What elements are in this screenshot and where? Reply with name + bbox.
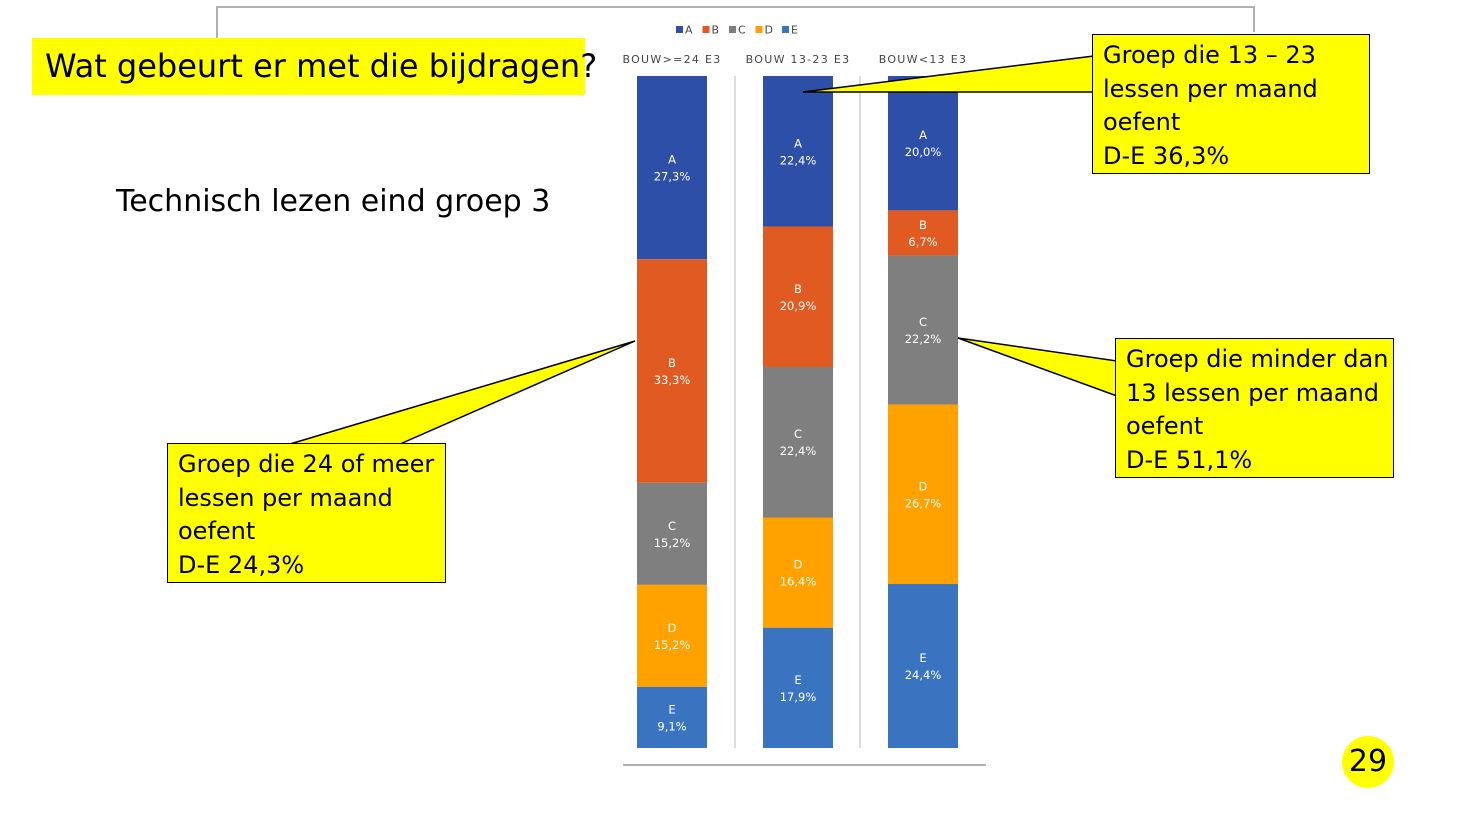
bar-segment-d	[637, 584, 707, 687]
chart-baseline	[623, 764, 986, 766]
bar-segment-b	[763, 226, 833, 367]
bar-segment-c	[888, 255, 958, 405]
data-label: 6,7%	[908, 235, 937, 249]
callout-left: Groep die 24 of meer lessen per maand oe…	[167, 443, 446, 583]
data-label: 16,4%	[780, 575, 817, 589]
bar-segment-c	[637, 482, 707, 585]
x-tick-label: BOUW 13-23 E3	[746, 53, 851, 66]
callout-left-line-1: Groep die 24 of meer	[178, 450, 435, 478]
legend-label-a: A	[685, 24, 693, 37]
slide-title: Wat gebeurt er met die bijdragen?	[32, 38, 597, 95]
callout-right-line-3: oefent	[1126, 412, 1204, 440]
bar-segment-b	[637, 259, 707, 483]
callout-top-line-3: oefent	[1103, 108, 1181, 136]
data-label: 20,0%	[905, 145, 942, 159]
bar-segment-e	[763, 627, 833, 748]
legend-label-c: C	[738, 24, 746, 37]
segment-name-label: B	[919, 218, 927, 232]
page-number-badge: 29	[1342, 736, 1394, 788]
callout-right: Groep die minder dan 13 lessen per maand…	[1115, 338, 1394, 478]
data-label: 27,3%	[654, 170, 691, 184]
segment-name-label: D	[668, 621, 677, 635]
segment-name-label: A	[919, 128, 927, 142]
bar-segment-d	[763, 517, 833, 628]
data-label: 20,9%	[780, 299, 817, 313]
legend-label-b: B	[712, 24, 720, 37]
data-label: 17,9%	[780, 690, 817, 704]
bar-segment-a	[888, 76, 958, 211]
callout-top-line-4: D-E 36,3%	[1103, 141, 1230, 170]
callout-right-line-4: D-E 51,1%	[1126, 445, 1253, 474]
data-label: 15,2%	[654, 536, 691, 550]
segment-name-label: A	[794, 136, 802, 150]
data-label: 22,2%	[905, 332, 942, 346]
data-label: 22,4%	[780, 153, 817, 167]
callout-right-line-2: 13 lessen per maand	[1126, 378, 1379, 407]
x-tick-label: BOUW<13 E3	[879, 53, 968, 66]
data-label: 26,7%	[905, 496, 942, 510]
segment-name-label: C	[919, 315, 927, 329]
data-label: 33,3%	[654, 373, 691, 387]
legend-label-d: D	[765, 24, 773, 37]
bar-segment-a	[763, 76, 833, 227]
segment-name-label: E	[794, 673, 801, 687]
bar-segment-c	[763, 366, 833, 518]
segment-name-label: D	[919, 479, 928, 493]
bar-segment-e	[637, 686, 707, 748]
data-label: 15,2%	[654, 638, 691, 652]
legend-label-e: E	[791, 24, 798, 37]
frame-left-line	[216, 6, 218, 38]
data-label: 24,4%	[905, 668, 942, 682]
segment-name-label: B	[794, 282, 802, 296]
frame-right-line	[1253, 6, 1255, 32]
data-label: 9,1%	[657, 719, 686, 733]
callout-right-line-1: Groep die minder dan	[1126, 345, 1389, 373]
segment-name-label: C	[794, 427, 802, 441]
segment-name-label: C	[668, 519, 676, 533]
slide-subtitle: Technisch lezen eind groep 3	[116, 184, 551, 219]
bar-segment-a	[637, 76, 707, 260]
legend-swatch-d	[755, 26, 763, 33]
legend-swatch-e	[782, 26, 789, 33]
callout-left-line-3: oefent	[178, 517, 256, 545]
segment-name-label: E	[668, 702, 675, 716]
callout-top: Groep die 13 – 23 lessen per maand oefen…	[1092, 34, 1370, 174]
callout-left-line-2: lessen per maand	[178, 483, 393, 512]
segment-name-label: B	[668, 356, 676, 370]
legend-swatch-c	[729, 26, 736, 33]
callout-right-pointer	[957, 337, 1118, 398]
bar-segment-b	[888, 210, 958, 256]
callout-top-line-2: lessen per maand	[1103, 74, 1318, 103]
frame-top-line	[216, 6, 1255, 8]
bar-segment-e	[888, 584, 958, 748]
x-tick-label: BOUW>=24 E3	[622, 53, 721, 66]
legend-swatch-a	[676, 26, 683, 33]
data-label: 22,4%	[780, 444, 817, 458]
callout-left-pointer	[289, 340, 636, 445]
callout-left-line-4: D-E 24,3%	[178, 550, 305, 579]
callout-top-line-1: Groep die 13 – 23	[1103, 41, 1316, 69]
segment-name-label: E	[919, 651, 926, 665]
segment-name-label: A	[668, 153, 676, 167]
legend-swatch-b	[702, 26, 710, 33]
segment-name-label: D	[794, 558, 803, 572]
bar-segment-d	[888, 404, 958, 585]
